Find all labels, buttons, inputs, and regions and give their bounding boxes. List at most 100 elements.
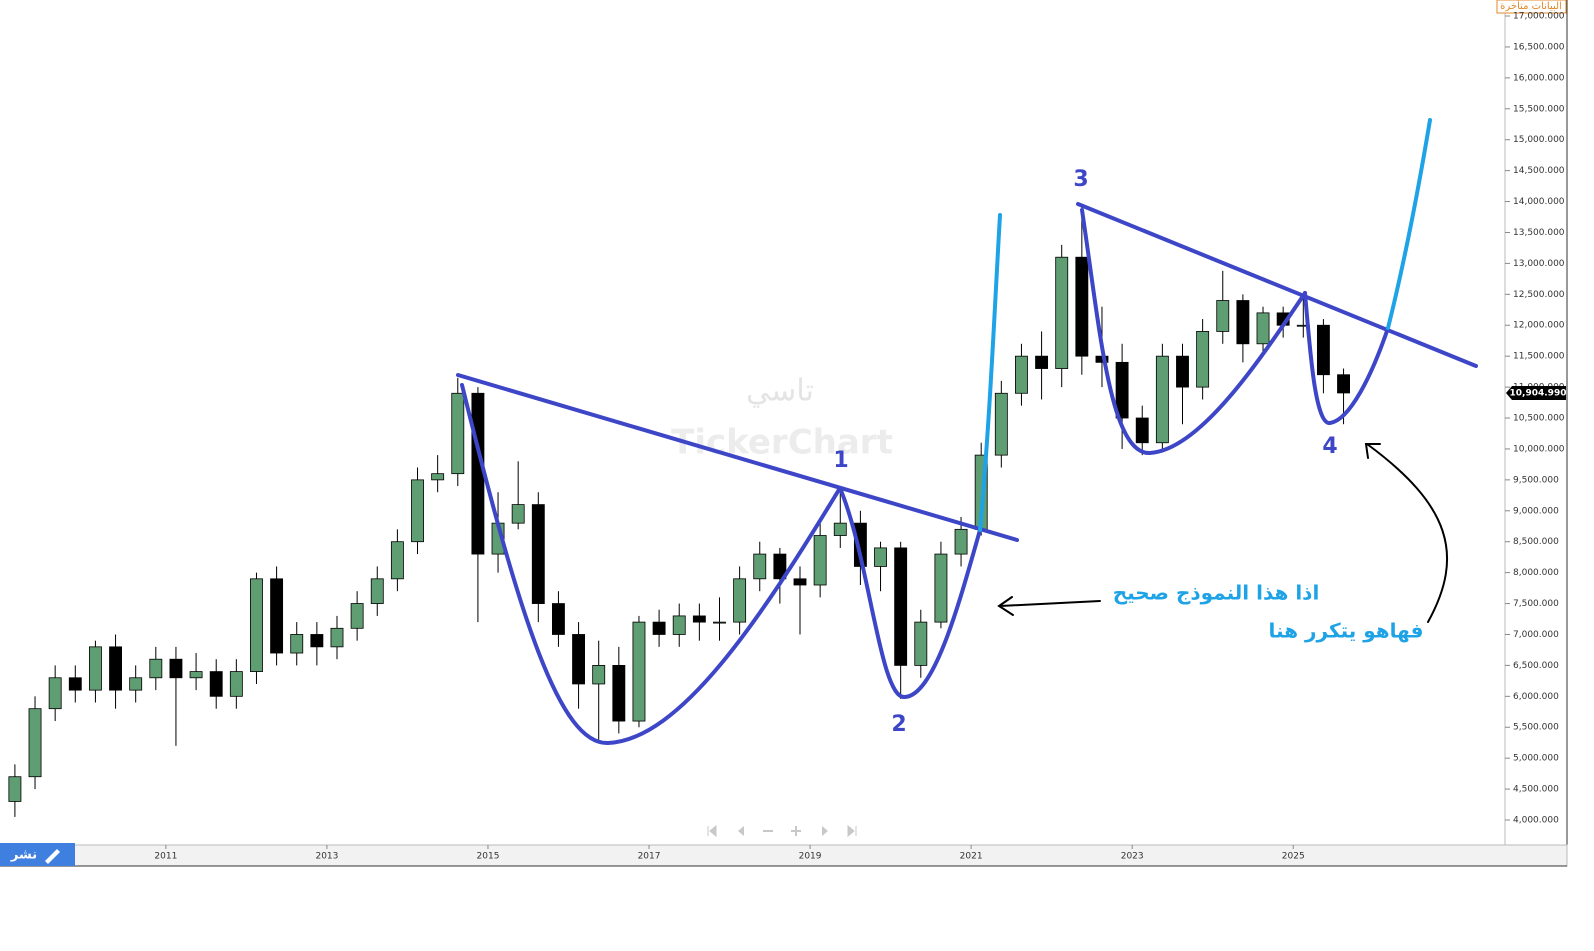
- candle-body: [1155, 355, 1169, 444]
- annotation-text: فهاهو يتكرر هنا: [1269, 619, 1424, 643]
- x-tick-label: 2025: [1282, 852, 1305, 862]
- y-tick-label: 14,000.000: [1513, 197, 1565, 207]
- y-tick-label: 7,500.000: [1513, 599, 1559, 609]
- y-tick-label: 10,500.000: [1513, 414, 1565, 424]
- y-tick-label: 4,000.000: [1513, 816, 1559, 826]
- cup-curve: [460, 383, 842, 746]
- candle-body: [793, 578, 807, 586]
- watermark-arabic: تاسي: [746, 374, 814, 409]
- candle-body: [129, 677, 143, 691]
- candle-body: [853, 522, 867, 567]
- candle-body: [149, 658, 163, 679]
- candle-body: [68, 677, 82, 691]
- candle-body: [531, 504, 545, 604]
- candle-body: [1236, 300, 1250, 345]
- y-tick-label: 16,000.000: [1513, 73, 1565, 83]
- candle-body: [250, 578, 263, 672]
- notice-box: [1496, 0, 1567, 14]
- candle-body: [1035, 355, 1049, 369]
- watermark-latin: TickerChart: [671, 423, 893, 463]
- candle-body: [88, 646, 102, 691]
- nav-next[interactable]: [822, 826, 828, 836]
- candle-body: [370, 578, 384, 604]
- handle-curve: [838, 486, 982, 699]
- candle-body: [994, 392, 1008, 456]
- y-tick-label: 11,500.000: [1513, 352, 1565, 362]
- annotation-drawing: [456, 118, 1478, 746]
- x-tick-label: 2023: [1121, 852, 1144, 862]
- navigation: [707, 824, 857, 838]
- candle-body: [632, 621, 646, 722]
- publish-button[interactable]: [0, 843, 75, 866]
- cup-curve: [1080, 208, 1307, 456]
- candle-body: [431, 473, 445, 481]
- x-tick-label: 2011: [154, 852, 177, 862]
- y-tick-label: 14,500.000: [1513, 166, 1565, 176]
- y-tick-label: 12,000.000: [1513, 321, 1565, 331]
- annotation-label: 3: [1073, 167, 1088, 192]
- notice-text: البيانات متأخرة: [1500, 0, 1562, 12]
- y-tick-label: 10,000.000: [1513, 444, 1565, 454]
- projection-line: [1386, 118, 1432, 330]
- candle-body: [733, 578, 747, 623]
- arrow: [997, 596, 1101, 616]
- y-tick-label: 8,500.000: [1513, 537, 1559, 547]
- last-price-label: 10,904.990: [1510, 388, 1567, 398]
- candle-body: [350, 603, 364, 629]
- candle-body: [330, 627, 344, 648]
- y-tick-label: 6,500.000: [1513, 661, 1559, 671]
- nav-first[interactable]: [707, 824, 717, 838]
- candle-body: [1256, 312, 1270, 345]
- candle-body: [270, 578, 284, 654]
- y-tick-label: 7,000.000: [1513, 630, 1559, 640]
- candle-body: [8, 776, 22, 802]
- candle-body: [290, 634, 304, 654]
- x-tick-label: 2013: [315, 852, 338, 862]
- candle-body: [954, 528, 968, 555]
- nav-zoom-in[interactable]: [791, 826, 801, 836]
- trend-line: [456, 373, 1019, 542]
- candle-body: [833, 522, 847, 536]
- y-tick-label: 4,500.000: [1513, 785, 1559, 795]
- candle-body: [1115, 361, 1129, 419]
- y-tick-label: 12,500.000: [1513, 290, 1565, 300]
- projection-line: [978, 213, 1002, 532]
- nav-zoom-out[interactable]: [763, 830, 773, 832]
- candle-body: [672, 615, 686, 635]
- candle-body: [914, 621, 928, 666]
- x-tick-label: 2019: [799, 852, 822, 862]
- candle-body: [1015, 355, 1028, 394]
- y-tick-label: 13,000.000: [1513, 259, 1565, 269]
- candle-body: [169, 658, 183, 679]
- candle-body: [189, 671, 203, 679]
- y-tick-label: 6,000.000: [1513, 692, 1559, 702]
- candle-body: [813, 535, 827, 586]
- x-axis-bar: [0, 844, 1568, 867]
- candle-body: [1196, 331, 1210, 388]
- candle-body: [894, 547, 908, 666]
- nav-prev[interactable]: [738, 826, 744, 836]
- y-tick-label: 15,500.000: [1513, 104, 1565, 114]
- y-tick-label: 9,000.000: [1513, 506, 1559, 516]
- candle-body: [874, 547, 887, 567]
- candle-body: [411, 479, 424, 543]
- candle-body: [934, 553, 948, 623]
- candle-body: [612, 664, 626, 722]
- candle-body: [713, 621, 726, 624]
- candle-body: [692, 615, 706, 623]
- annotation-text: اذا هذا النموذج صحيح: [1113, 581, 1320, 605]
- candle-body: [592, 664, 606, 685]
- candle-body: [1176, 355, 1189, 388]
- nav-last[interactable]: [847, 824, 857, 838]
- annotation-label: 4: [1322, 434, 1337, 459]
- candle-body: [229, 671, 243, 697]
- candle-body: [209, 671, 223, 697]
- last-price-marker: [1506, 385, 1566, 400]
- candle-body: [451, 392, 465, 475]
- y-tick-label: 13,500.000: [1513, 228, 1565, 238]
- annotation-label: 1: [833, 448, 848, 473]
- x-tick-label: 2017: [638, 852, 661, 862]
- x-tick-label: 2015: [477, 852, 500, 862]
